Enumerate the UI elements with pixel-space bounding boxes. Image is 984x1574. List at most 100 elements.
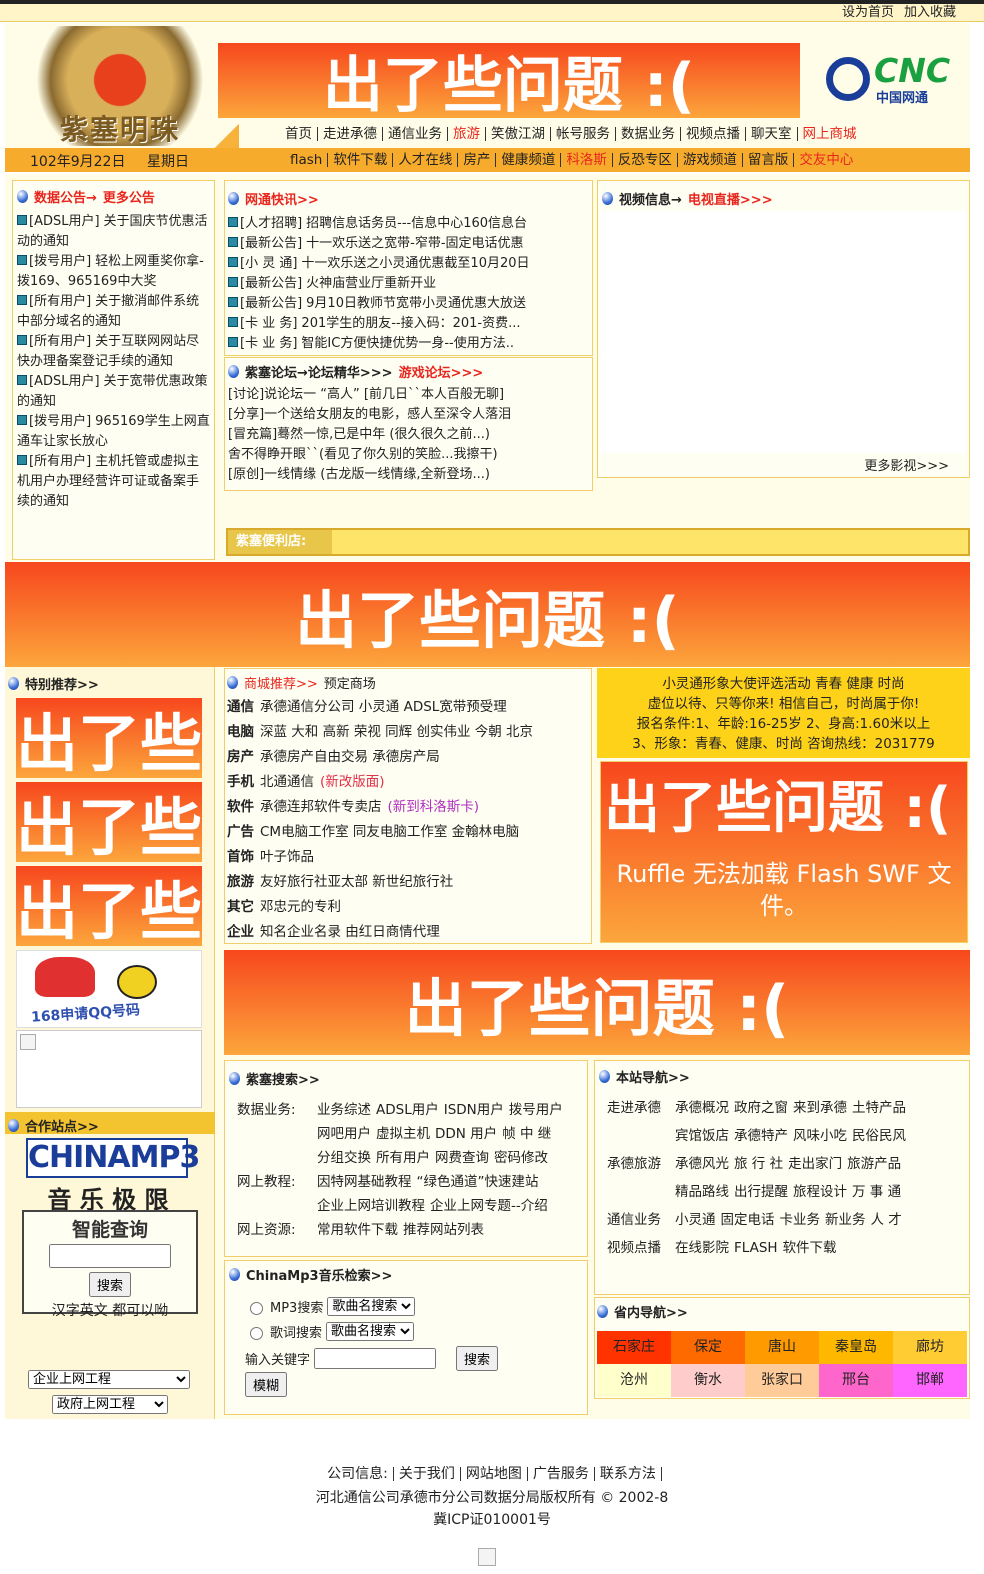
nav-link[interactable]: 走进承德: [323, 126, 377, 142]
top-link[interactable]: 设为首页: [842, 5, 895, 20]
item-link[interactable]: 火神庙营业厅重新开业: [306, 276, 437, 291]
city-link[interactable]: 张家口: [745, 1364, 819, 1397]
forum-link[interactable]: [冒充篇]蓦然一惊,已是中年 (很久很久之前...): [228, 427, 490, 442]
nav-link[interactable]: 游戏频道: [682, 152, 737, 168]
item-link[interactable]: 关于互联网网站尽快办理备案登记手续的通知: [17, 334, 200, 369]
item-link[interactable]: 关于宽带优惠政策的通知: [17, 374, 208, 409]
shop-link[interactable]: 深蓝 大和 高新 荣视 同辉 创实伟业 今朝 北京: [260, 724, 534, 740]
item-link[interactable]: 轻松上网重奖你拿-拨169、965169中大奖: [17, 254, 204, 289]
row-link[interactable]: 推荐网站列表: [403, 1222, 484, 1238]
row-link[interactable]: 业务综述: [317, 1102, 371, 1118]
search-button[interactable]: 搜索: [88, 1272, 131, 1297]
nav-link[interactable]: 软件下载: [333, 152, 388, 168]
nav-link[interactable]: 留言版: [747, 152, 789, 168]
nav-link[interactable]: 帐号服务: [556, 126, 610, 142]
city-link[interactable]: 邯郸: [893, 1364, 967, 1397]
nav-link[interactable]: 通信业务: [388, 126, 442, 142]
row-link[interactable]: 万 事 通: [852, 1184, 902, 1200]
city-link[interactable]: 保定: [671, 1331, 745, 1364]
row-link[interactable]: 分组交换: [317, 1150, 371, 1166]
shop-link[interactable]: 承德通信分公司 小灵通 ADSL宽带预受理: [260, 699, 507, 715]
footer-link[interactable]: 联系方法: [595, 1467, 662, 1481]
nav-link[interactable]: 反恐专区: [617, 152, 672, 168]
item-link[interactable]: 965169学生上网直通车让家长放心: [17, 414, 210, 449]
row-link[interactable]: 精品路线: [675, 1184, 729, 1200]
row-link[interactable]: 在线影院: [675, 1240, 729, 1256]
row-link[interactable]: 固定电话: [720, 1212, 775, 1228]
city-link[interactable]: 秦皇岛: [819, 1331, 893, 1364]
shop-link[interactable]: 知名企业名录 由红日商情代理: [260, 924, 440, 940]
row-link[interactable]: 企业上网培训教程: [317, 1198, 425, 1214]
row-link[interactable]: ADSL用户: [376, 1102, 439, 1118]
row-link[interactable]: 民俗民风: [852, 1128, 906, 1144]
nav-link[interactable]: 人才在线: [398, 152, 453, 168]
more-link[interactable]: 更多公告: [102, 191, 155, 206]
shop-link[interactable]: 北通通信: [260, 774, 314, 790]
nav-link[interactable]: 健康频道: [501, 152, 556, 168]
item-link[interactable]: 9月10日教师节宽带小灵通优惠大放送: [306, 296, 526, 311]
shop-link[interactable]: 邓忠元的专利: [260, 899, 341, 915]
row-link[interactable]: 卡业务: [779, 1212, 821, 1228]
forum-link[interactable]: 舍不得睁开眼``(看见了你久别的笑脸...我擦干): [228, 447, 498, 462]
radio[interactable]: [250, 1326, 263, 1340]
item-link[interactable]: 关于国庆节优惠活动的通知: [17, 214, 208, 249]
city-link[interactable]: 唐山: [745, 1331, 819, 1364]
item-link[interactable]: 十一欢乐送之宽带-窄带-固定电话优惠: [306, 236, 524, 251]
search-input[interactable]: [49, 1244, 171, 1268]
fuzzy-button[interactable]: 模糊: [245, 1372, 288, 1397]
city-link[interactable]: 邢台: [819, 1364, 893, 1397]
nav-link[interactable]: 房产: [463, 152, 491, 168]
row-link[interactable]: 因特网基础教程: [317, 1174, 412, 1190]
select[interactable]: 歌曲名搜索: [327, 1297, 416, 1316]
footer-link[interactable]: 广告服务: [528, 1467, 595, 1481]
item-link[interactable]: 十一欢乐送之小灵通优惠截至10月20日: [301, 256, 530, 271]
row-link[interactable]: 企业上网专题--介绍: [430, 1198, 548, 1214]
item-link[interactable]: 201学生的朋友--接入码：201-资费...: [301, 316, 521, 331]
row-link[interactable]: 政府之窗: [734, 1100, 788, 1116]
row-link[interactable]: ISDN用户: [443, 1102, 504, 1118]
city-link[interactable]: 石家庄: [597, 1331, 671, 1364]
row-link[interactable]: 走出家门: [788, 1156, 843, 1172]
row-link[interactable]: 软件下载: [782, 1240, 837, 1256]
row-link[interactable]: 网吧用户: [317, 1126, 371, 1142]
item-link[interactable]: 智能IC方便快捷优势一身--使用方法..: [301, 336, 514, 351]
nav-link[interactable]: 笑傲江湖: [491, 126, 545, 142]
select[interactable]: 政府上网工程: [52, 1395, 168, 1414]
row-link[interactable]: “绿色通道”快速建站: [416, 1174, 539, 1190]
row-link[interactable]: 来到承德: [793, 1100, 847, 1116]
nav-link[interactable]: 视频点播: [686, 126, 740, 142]
row-link[interactable]: 拨号用户: [508, 1102, 563, 1118]
nav-link[interactable]: 首页: [285, 126, 312, 142]
select[interactable]: 歌曲名搜索: [326, 1322, 415, 1341]
footer-link[interactable]: 网站地图: [461, 1467, 528, 1481]
city-link[interactable]: 沧州: [597, 1364, 671, 1397]
row-link[interactable]: DDN 用户: [435, 1126, 498, 1142]
row-link[interactable]: 人 才: [870, 1212, 902, 1228]
shop-link[interactable]: 承德连邦软件专卖店: [260, 799, 382, 815]
row-link[interactable]: 旅程设计: [793, 1184, 847, 1200]
keyword-input[interactable]: [314, 1347, 437, 1369]
item-link[interactable]: 关于撤消邮件系统中部分域名的通知: [17, 294, 200, 329]
more-link[interactable]: 更多影视>>>: [864, 459, 949, 474]
row-link[interactable]: 承德概况: [675, 1100, 729, 1116]
live-link[interactable]: 电视直播>>>: [687, 193, 773, 208]
row-link[interactable]: 宾馆饭店: [675, 1128, 729, 1144]
shop-link[interactable]: 友好旅行社亚太部 新世纪旅行社: [260, 874, 454, 890]
search-button[interactable]: 搜索: [456, 1345, 499, 1371]
radio[interactable]: [250, 1301, 263, 1315]
row-link[interactable]: 承德特产: [734, 1128, 788, 1144]
forum-link[interactable]: [分享]一个送给女朋友的电影，感人至深令人落泪: [228, 407, 512, 422]
shop-link[interactable]: 承德房产自由交易 承德房产局: [260, 749, 440, 765]
nav-link[interactable]: 旅游: [453, 126, 480, 142]
row-link[interactable]: 土特产品: [852, 1100, 906, 1116]
row-link[interactable]: 虚拟主机: [376, 1126, 430, 1142]
nav-link[interactable]: 聊天室: [751, 126, 792, 142]
row-link[interactable]: 所有用户: [376, 1150, 430, 1166]
row-link[interactable]: 旅游产品: [847, 1156, 902, 1172]
footer-link[interactable]: 关于我们: [394, 1467, 461, 1481]
row-link[interactable]: 承德风光: [675, 1156, 729, 1172]
city-link[interactable]: 衡水: [671, 1364, 745, 1397]
row-link[interactable]: 出行提醒: [734, 1184, 788, 1200]
item-link[interactable]: 招聘信息话务员---信息中心160信息台: [306, 216, 528, 231]
row-link[interactable]: 网费查询: [435, 1150, 489, 1166]
